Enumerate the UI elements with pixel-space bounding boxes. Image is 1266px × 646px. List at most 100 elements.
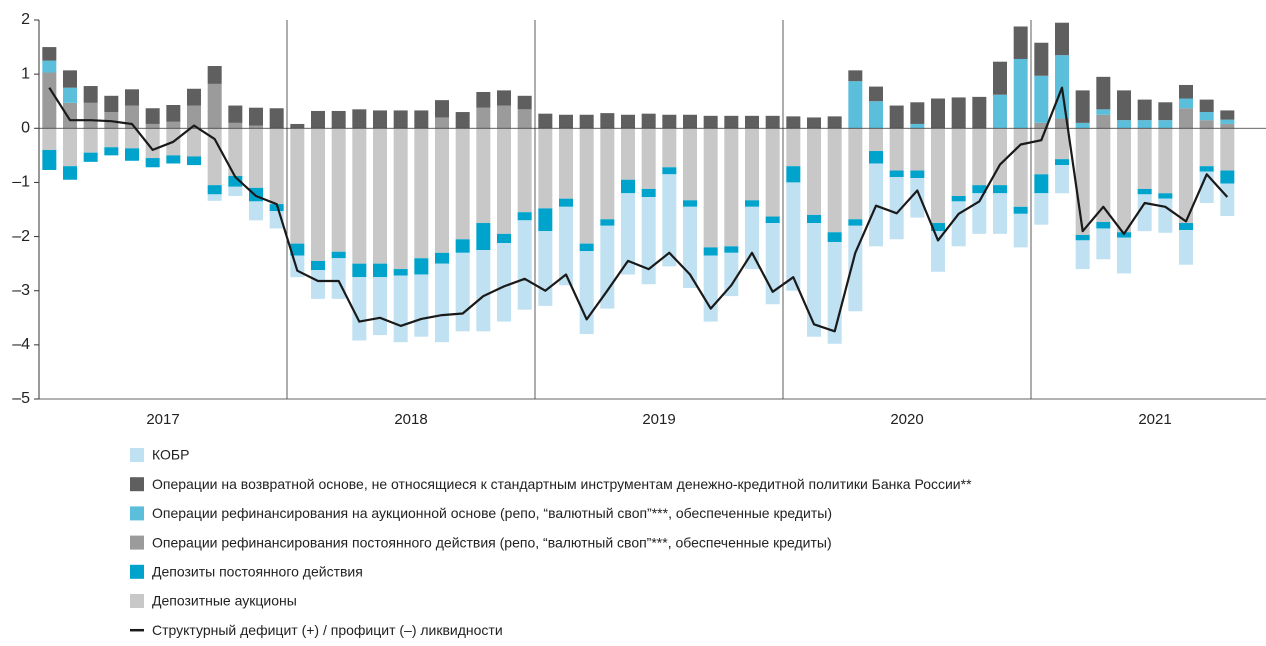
bar-segment [414, 274, 429, 337]
bar-segment [517, 212, 532, 221]
bar-segment [807, 214, 821, 224]
bar-segment [910, 123, 925, 129]
bar-segment [579, 251, 594, 335]
bar-segment [63, 102, 77, 129]
bar-segment [1117, 90, 1131, 121]
y-tick-label: –2 [12, 228, 30, 245]
legend-label: Депозитные аукционы [152, 593, 297, 609]
bar-segment [827, 116, 842, 129]
bar-segment [745, 128, 759, 201]
bar-segment [1137, 99, 1152, 121]
bar-segment [455, 128, 470, 240]
bar-segment [476, 107, 491, 129]
bar-segment [724, 115, 739, 129]
bar-segment [1179, 223, 1193, 231]
bar-segment [1220, 128, 1235, 171]
x-year-label: 2017 [146, 411, 179, 428]
bar-segment [1013, 26, 1028, 59]
bar-segment [807, 117, 821, 129]
bar-segment [63, 70, 77, 88]
bar-segment [1179, 108, 1193, 129]
bar-segment [42, 60, 57, 73]
bar-segment [765, 128, 780, 217]
bar-segment [910, 102, 925, 124]
bar-segment [42, 72, 57, 129]
legend-swatch [130, 535, 144, 550]
bar-segment [1034, 42, 1049, 76]
bar-segment [393, 269, 408, 276]
bar-segment [228, 186, 243, 196]
bar-segment [455, 239, 470, 253]
y-tick-label: 2 [21, 11, 30, 28]
y-tick-label: 1 [21, 65, 30, 82]
legend-label: Операции рефинансирования на аукционной … [152, 505, 832, 521]
bar-segment [910, 170, 925, 179]
bar-segment [187, 105, 201, 129]
bar-segment [889, 170, 904, 178]
bar-segment [931, 98, 945, 129]
bar-segment [1075, 122, 1090, 129]
line-series [48, 86, 1229, 333]
bar-segment [1055, 22, 1069, 56]
bar-segment [249, 107, 263, 126]
bar-segment [228, 175, 243, 187]
legend-label: Операции рефинансирования постоянного де… [152, 534, 832, 550]
bar-segment [1034, 174, 1049, 194]
bar-segment [910, 178, 925, 218]
bar-segment [290, 243, 305, 256]
bar-segment [703, 128, 718, 248]
bar-segment [166, 105, 181, 122]
bar-segment [311, 110, 325, 129]
bar-segment [269, 108, 284, 129]
bar-segment [1013, 58, 1028, 129]
bar-segment [207, 66, 222, 84]
bar-segment [455, 112, 470, 129]
bar-segment [1096, 109, 1111, 115]
bar-segment [145, 158, 160, 168]
bar-segment [538, 113, 553, 129]
bar-segment [1055, 159, 1069, 166]
bar-segment [1034, 128, 1049, 175]
bar-segment [1220, 123, 1235, 129]
bar-segment [869, 128, 883, 152]
bar-segment [621, 128, 635, 180]
bar-segment [228, 122, 243, 129]
bar-segment [249, 128, 263, 188]
bar-segment [765, 115, 780, 129]
bar-segment [476, 128, 491, 224]
bar-segment [683, 128, 697, 201]
bar-segment [745, 206, 759, 270]
bar-segment [331, 128, 346, 252]
x-year-label: 2018 [394, 411, 427, 428]
bar-segment [786, 128, 801, 167]
bar-segment [373, 277, 387, 336]
bar-segment [600, 219, 615, 226]
bar-segment [352, 109, 367, 129]
legend-label: Структурный дефицит (+) / профицит (–) л… [152, 622, 503, 638]
bar-segment [848, 219, 863, 226]
bar-segment [1117, 120, 1131, 129]
bar-segment [517, 220, 532, 310]
y-tick-label: –4 [12, 336, 30, 353]
bar-segment [662, 128, 677, 168]
bar-segment [951, 195, 966, 202]
bar-segment [1034, 75, 1049, 123]
bar-segment [972, 96, 987, 129]
bar-segment [641, 197, 656, 285]
bar-segment [1034, 122, 1049, 129]
bar-segment [373, 263, 387, 278]
bar-segment [393, 275, 408, 343]
bar-segment [703, 115, 718, 129]
bar-segment [1199, 166, 1214, 172]
legend-swatch [130, 477, 144, 492]
bar-segment [104, 95, 119, 113]
bar-segment [311, 260, 325, 271]
bar-segment [517, 109, 532, 129]
bar-segment [993, 94, 1007, 129]
bar-segment [621, 114, 635, 129]
bar-segment [1158, 102, 1173, 121]
bar-segment [63, 166, 77, 180]
bar-segment [414, 258, 429, 275]
bar-segment [63, 128, 77, 167]
bar-segment [63, 87, 77, 103]
